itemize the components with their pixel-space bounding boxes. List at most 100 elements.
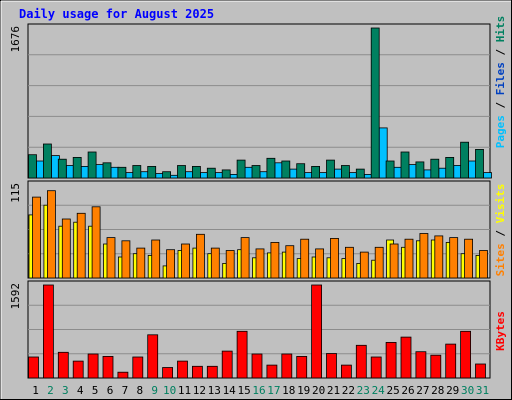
x-tick-2: 2 [47, 384, 54, 397]
legend-visits-panel: Sites / Visits [494, 184, 507, 277]
x-tick-26: 26 [401, 384, 414, 397]
bar-kbytes-18 [281, 353, 293, 379]
legend-kbytes: KBytes [494, 311, 507, 351]
bar-kbytes-21 [326, 353, 337, 379]
x-tick-12: 12 [193, 384, 206, 397]
bar-sites-28 [434, 235, 444, 279]
bar-kbytes-22 [340, 364, 352, 379]
bar-kbytes-12 [191, 365, 203, 379]
bar-kbytes-5 [87, 353, 99, 379]
legend-pages: Pages [494, 115, 507, 148]
bar-hits-6 [102, 162, 112, 179]
bar-hits-9 [147, 165, 157, 179]
bar-kbytes-24 [370, 356, 382, 379]
bar-kbytes-26 [400, 336, 412, 379]
x-tick-3: 3 [62, 384, 69, 397]
bar-sites-23 [359, 251, 369, 279]
bar-sites-29 [449, 237, 459, 279]
bar-kbytes-13 [206, 365, 218, 379]
bar-kbytes-7 [117, 371, 129, 379]
bar-sites-22 [344, 246, 354, 279]
x-tick-4: 4 [77, 384, 84, 397]
bar-hits-22 [340, 165, 350, 179]
bar-kbytes-30 [460, 330, 472, 379]
x-tick-18: 18 [282, 384, 295, 397]
bar-sites-20 [315, 248, 325, 279]
bar-kbytes-3 [57, 351, 69, 379]
bar-kbytes-19 [296, 355, 308, 379]
bar-kbytes-23 [355, 344, 367, 379]
bar-kbytes-6 [102, 355, 114, 379]
bar-hits-5 [87, 151, 97, 179]
bar-hits-11 [177, 165, 186, 179]
bar-hits-23 [355, 168, 365, 179]
bar-sites-15 [240, 237, 250, 279]
legend-kbytes-panel: KBytes [494, 311, 507, 351]
bar-sites-8 [136, 247, 146, 279]
bar-kbytes-17 [266, 364, 278, 379]
bar-hits-19 [296, 163, 306, 179]
x-tick-28: 28 [431, 384, 444, 397]
bar-kbytes-15 [236, 330, 248, 379]
bar-sites-21 [330, 237, 339, 279]
bar-kbytes-10 [162, 367, 174, 379]
bar-sites-1 [32, 196, 41, 279]
bar-sites-26 [404, 238, 414, 279]
x-tick-24: 24 [372, 384, 386, 397]
bar-hits-2 [43, 143, 52, 179]
bar-sites-25 [389, 243, 399, 279]
bar-sites-10 [166, 249, 176, 279]
x-tick-30: 30 [461, 384, 474, 397]
x-tick-19: 19 [297, 384, 310, 397]
ymax-label-hits: 1676 [9, 26, 22, 53]
legend-hits-panel: Pages / Files / Hits [494, 16, 507, 149]
x-tick-13: 13 [208, 384, 221, 397]
bar-sites-7 [121, 240, 131, 279]
x-tick-23: 23 [357, 384, 370, 397]
x-tick-11: 11 [178, 384, 191, 397]
bar-hits-16 [251, 165, 261, 179]
bar-kbytes-25 [385, 341, 397, 379]
x-tick-31: 31 [476, 384, 489, 397]
x-tick-6: 6 [107, 384, 114, 397]
bar-sites-19 [300, 238, 310, 279]
bar-hits-21 [326, 159, 335, 179]
bar-kbytes-27 [415, 351, 427, 379]
chart-title: Daily usage for August 2025 [19, 7, 214, 21]
bar-sites-2 [47, 190, 56, 279]
x-tick-9: 9 [151, 384, 158, 397]
bar-hits-4 [72, 156, 82, 179]
bar-sites-16 [255, 248, 265, 279]
bar-hits-15 [236, 159, 246, 179]
bar-kbytes-8 [132, 356, 144, 379]
bar-hits-3 [57, 158, 67, 179]
bar-sites-3 [61, 218, 71, 279]
bar-hits-17 [266, 157, 276, 179]
bar-sites-17 [270, 241, 280, 279]
bar-sites-18 [285, 245, 295, 279]
x-tick-14: 14 [223, 384, 237, 397]
bar-kbytes-31 [475, 363, 486, 379]
x-tick-20: 20 [312, 384, 325, 397]
bar-sites-9 [151, 239, 161, 279]
bar-pages-31 [483, 172, 492, 179]
bar-hits-18 [281, 160, 291, 179]
bar-kbytes-1 [28, 356, 39, 379]
bar-kbytes-4 [72, 360, 84, 379]
x-tick-29: 29 [446, 384, 459, 397]
bar-hits-12 [191, 165, 201, 179]
bar-kbytes-14 [221, 350, 233, 379]
bar-hits-7 [117, 166, 127, 179]
x-tick-27: 27 [416, 384, 429, 397]
bar-kbytes-9 [147, 334, 159, 379]
x-tick-16: 16 [252, 384, 265, 397]
x-tick-10: 10 [163, 384, 176, 397]
bar-sites-6 [106, 237, 116, 279]
x-tick-5: 5 [92, 384, 99, 397]
bar-kbytes-20 [311, 284, 323, 379]
legend-sites: Sites [494, 243, 507, 276]
bar-kbytes-28 [430, 354, 442, 379]
bar-sites-4 [76, 212, 86, 279]
